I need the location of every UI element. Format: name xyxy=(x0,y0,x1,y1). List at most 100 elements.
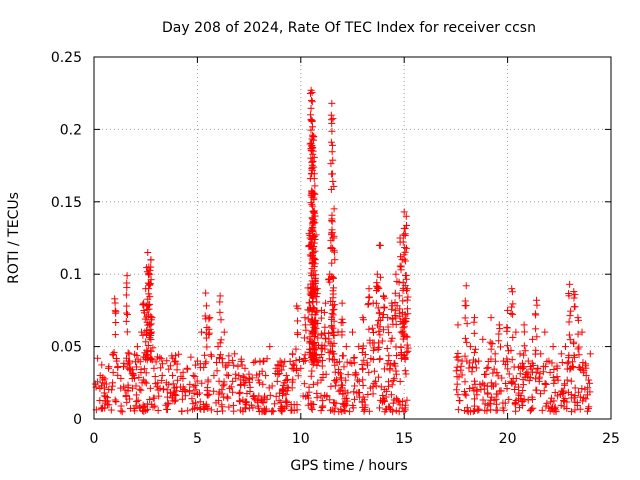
roti-point xyxy=(111,331,119,339)
roti-point xyxy=(145,285,153,293)
roti-point xyxy=(125,350,133,358)
roti-point xyxy=(266,343,274,351)
roti-point xyxy=(403,221,411,229)
x-tick-label: 10 xyxy=(292,431,310,447)
roti-point xyxy=(380,293,388,301)
roti-point xyxy=(399,238,407,246)
roti-point xyxy=(338,331,346,339)
roti-point xyxy=(137,366,145,374)
roti-point xyxy=(346,408,354,416)
roti-point xyxy=(388,305,396,313)
roti-point xyxy=(524,357,532,365)
roti-point xyxy=(329,178,337,186)
roti-point xyxy=(329,273,337,281)
roti-point xyxy=(549,343,557,351)
roti-point xyxy=(533,333,541,341)
roti-point xyxy=(326,396,334,404)
roti-point xyxy=(461,407,469,415)
roti-point xyxy=(308,367,316,375)
roti-point xyxy=(146,280,154,288)
roti-point xyxy=(128,375,136,383)
roti-point xyxy=(123,302,131,310)
roti-point xyxy=(339,390,347,398)
roti-point xyxy=(401,257,409,265)
roti-point xyxy=(327,382,335,390)
roti-point xyxy=(271,400,279,408)
roti-point xyxy=(295,356,303,364)
roti-point xyxy=(328,310,336,318)
y-tick-labels: 0 0.05 0.1 0.15 0.2 0.25 xyxy=(51,50,82,428)
roti-point xyxy=(151,402,159,410)
roti-point xyxy=(390,396,398,404)
roti-point xyxy=(246,383,254,391)
roti-point xyxy=(519,363,527,371)
roti-point xyxy=(303,392,311,400)
roti-point xyxy=(460,388,468,396)
roti-point xyxy=(132,391,140,399)
roti-point xyxy=(550,397,558,405)
roti-point xyxy=(307,372,315,380)
roti-point xyxy=(330,339,338,347)
roti-point xyxy=(327,111,335,119)
roti-point xyxy=(321,323,329,331)
roti-point xyxy=(241,381,249,389)
roti-point xyxy=(467,408,475,416)
roti-point xyxy=(374,283,382,291)
data-points xyxy=(91,86,594,416)
roti-point xyxy=(392,407,400,415)
roti-point xyxy=(146,300,154,308)
roti-point xyxy=(265,384,273,392)
roti-point xyxy=(330,408,338,416)
roti-point xyxy=(518,401,526,409)
roti-point xyxy=(314,379,322,387)
roti-point xyxy=(309,150,317,158)
roti-point xyxy=(122,354,130,362)
roti-point xyxy=(370,329,378,337)
roti-point xyxy=(130,404,138,412)
roti-point xyxy=(145,271,153,279)
roti-point xyxy=(203,384,211,392)
roti-point xyxy=(277,405,285,413)
roti-point xyxy=(312,324,320,332)
roti-point xyxy=(562,343,570,351)
roti-point xyxy=(549,403,557,411)
roti-point xyxy=(368,324,376,332)
roti-point xyxy=(222,363,230,371)
roti-point xyxy=(325,349,333,357)
roti-point xyxy=(338,315,346,323)
roti-point xyxy=(484,363,492,371)
roti-point xyxy=(469,356,477,364)
roti-point xyxy=(314,334,322,342)
roti-point xyxy=(566,312,574,320)
roti-point xyxy=(153,353,161,361)
roti-point xyxy=(330,317,338,325)
roti-point xyxy=(309,133,317,141)
roti-point xyxy=(186,380,194,388)
roti-point xyxy=(292,357,300,365)
roti-point xyxy=(91,380,99,388)
roti-point xyxy=(108,386,116,394)
roti-point xyxy=(237,380,245,388)
roti-point xyxy=(198,379,206,387)
roti-point xyxy=(339,352,347,360)
roti-point xyxy=(309,218,317,226)
roti-point xyxy=(403,341,411,349)
roti-point xyxy=(519,376,527,384)
roti-point xyxy=(101,404,109,412)
roti-point xyxy=(143,306,151,314)
roti-point xyxy=(579,359,587,367)
roti-point xyxy=(516,350,524,358)
roti-point xyxy=(330,205,338,213)
roti-point xyxy=(288,384,296,392)
roti-point xyxy=(505,395,513,403)
roti-point xyxy=(310,254,318,262)
roti-point xyxy=(548,359,556,367)
roti-point xyxy=(224,394,232,402)
roti-point xyxy=(395,292,403,300)
roti-point xyxy=(341,395,349,403)
roti-point xyxy=(561,381,569,389)
roti-point xyxy=(145,281,153,289)
roti-point xyxy=(126,366,134,374)
roti-point xyxy=(242,399,250,407)
x-tick-labels: 0 5 10 15 20 25 xyxy=(90,431,620,447)
